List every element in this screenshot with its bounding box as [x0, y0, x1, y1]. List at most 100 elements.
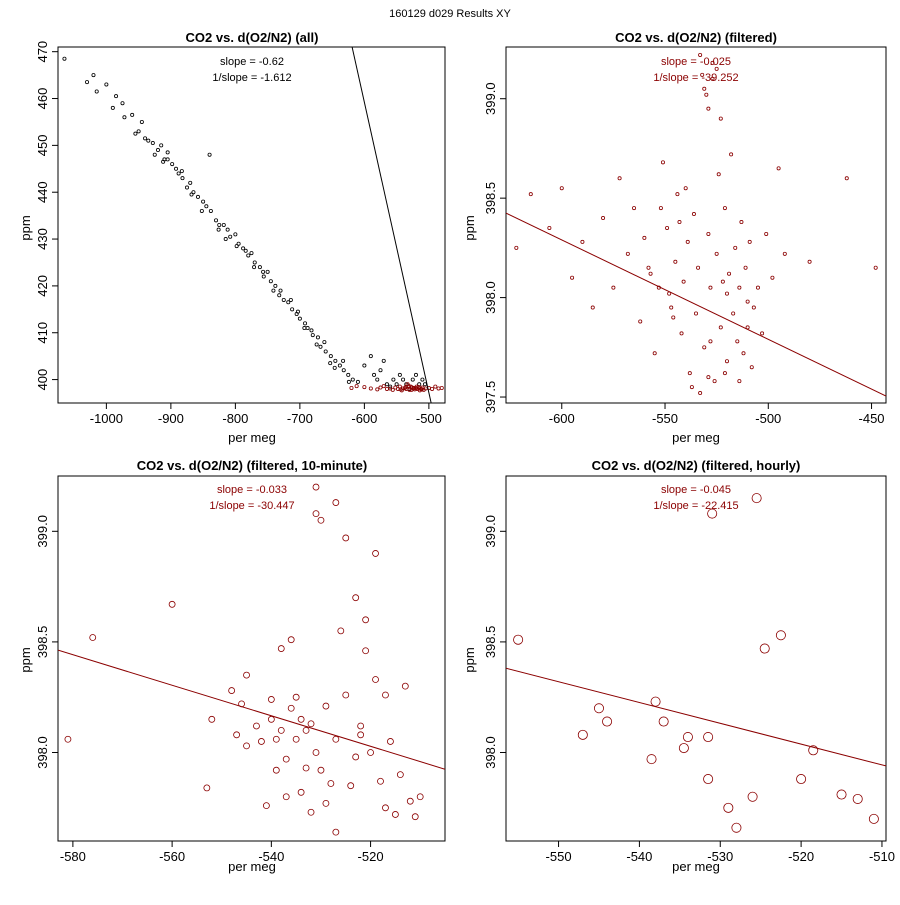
data-point — [660, 160, 665, 165]
data-point — [273, 283, 278, 288]
data-point — [844, 176, 849, 181]
data-point — [642, 235, 647, 240]
data-point — [317, 516, 325, 524]
data-point — [580, 239, 585, 244]
data-point — [700, 72, 705, 77]
data-point — [447, 388, 450, 391]
data-point — [322, 799, 330, 807]
y-tick-label: 398.0 — [483, 736, 498, 769]
data-point — [372, 676, 379, 683]
data-point — [384, 382, 389, 387]
data-point — [246, 253, 251, 258]
data-point — [271, 288, 276, 293]
data-point — [318, 344, 323, 349]
data-point — [355, 379, 360, 384]
data-point — [658, 206, 663, 211]
data-point — [225, 227, 230, 232]
data-point — [710, 60, 715, 65]
data-point — [272, 766, 280, 774]
data-point — [722, 206, 727, 211]
regression-line — [506, 667, 886, 767]
data-point — [288, 297, 293, 302]
data-point — [165, 157, 170, 162]
data-point — [706, 106, 711, 111]
data-point — [378, 368, 383, 373]
data-point — [165, 150, 170, 155]
data-point — [617, 176, 622, 181]
data-point — [120, 101, 125, 106]
data-point — [287, 704, 295, 712]
data-point — [91, 73, 96, 78]
x-tick-label: -520 — [788, 849, 814, 864]
data-point — [341, 368, 346, 373]
data-point — [297, 788, 305, 796]
data-point — [410, 377, 415, 382]
data-point — [216, 227, 221, 232]
data-point — [602, 716, 613, 727]
data-point — [796, 774, 807, 785]
data-point — [770, 275, 775, 280]
data-point — [735, 339, 740, 344]
data-point — [350, 377, 355, 382]
y-tick-label: 398.5 — [35, 626, 50, 659]
x-tick-label: -1000 — [90, 411, 123, 426]
data-point — [267, 715, 275, 723]
data-point — [333, 358, 338, 363]
data-point — [436, 386, 441, 391]
data-point — [731, 311, 736, 316]
data-point — [155, 148, 160, 153]
data-point — [452, 385, 455, 388]
data-point — [208, 208, 213, 213]
data-point — [401, 377, 406, 382]
data-point — [342, 691, 350, 699]
data-point — [401, 682, 409, 690]
plot-area-10-minute: -580 -560 -540 -520 398.0 398.5 399.0 — [35, 475, 446, 864]
data-point — [720, 279, 725, 284]
data-point — [337, 627, 345, 635]
data-point — [775, 630, 786, 641]
data-point — [611, 285, 616, 290]
data-point — [747, 239, 752, 244]
data-point — [341, 358, 346, 363]
data-point — [648, 271, 653, 276]
data-point — [632, 206, 637, 211]
data-point — [282, 793, 290, 801]
data-point — [64, 735, 72, 743]
data-point — [282, 755, 290, 763]
data-point — [375, 377, 380, 382]
data-point — [559, 186, 564, 191]
data-point — [184, 185, 189, 190]
y-tick-label: 440 — [35, 181, 50, 203]
data-point — [241, 246, 246, 251]
data-point — [312, 749, 320, 756]
data-point — [430, 386, 435, 391]
data-point — [352, 594, 360, 602]
data-point — [228, 234, 233, 239]
data-point — [337, 363, 342, 368]
y-tick-label: 399.0 — [35, 515, 50, 548]
data-point — [570, 275, 575, 280]
data-point — [387, 738, 394, 745]
data-point — [703, 732, 714, 743]
data-point — [143, 136, 148, 141]
data-point — [368, 386, 373, 391]
data-point — [724, 291, 729, 296]
annotation-slope: slope = -0.62 — [220, 56, 284, 68]
data-point — [286, 300, 291, 305]
data-point — [547, 225, 552, 230]
x-tick-label: -900 — [158, 411, 184, 426]
x-tick-label: -550 — [546, 849, 572, 864]
data-point — [593, 703, 604, 714]
data-point — [217, 222, 222, 227]
y-axis-label: ppm — [18, 647, 33, 672]
data-point — [377, 777, 384, 785]
data-point — [743, 265, 748, 270]
data-point — [391, 377, 396, 382]
data-point — [367, 749, 374, 756]
plot-area-hourly: -550 -540 -530 -520 -510 398.0 398.5 399.0 — [483, 475, 895, 864]
data-point — [89, 634, 97, 641]
data-point — [722, 371, 727, 376]
plot-frame — [57, 475, 446, 842]
data-point — [146, 138, 151, 143]
